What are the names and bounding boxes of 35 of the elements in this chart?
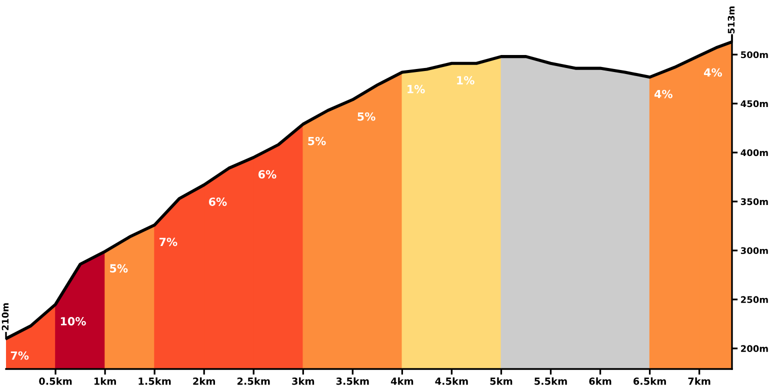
x-tick-label: 5.5km: [534, 377, 567, 385]
y-tick-label: 450m: [740, 100, 768, 108]
x-tick-label: 1km: [94, 377, 116, 385]
y-tick-label: 350m: [740, 198, 768, 206]
x-tick-label: 6km: [589, 377, 612, 385]
x-tick-label: 4km: [390, 377, 414, 385]
x-tick-label: 6.5km: [633, 377, 666, 385]
x-tick-label: 2.5km: [237, 377, 270, 385]
x-tick-label: 7km: [688, 377, 710, 385]
y-tick-label: 250m: [741, 296, 768, 304]
series-label: 1%: [457, 76, 474, 85]
x-tick-label: 0.5km: [39, 377, 72, 385]
y-tick-label: 200m: [741, 345, 768, 352]
series-label: 1%: [408, 84, 425, 94]
series-label: 5%: [110, 264, 128, 273]
series-label: 6%: [208, 198, 227, 206]
series-label: 4%: [704, 68, 722, 77]
x-tick-label: 3km: [292, 377, 314, 385]
annotation: 210m: [2, 303, 9, 330]
series-label: 5%: [308, 136, 326, 146]
y-tick-label: 400m: [740, 149, 768, 156]
x-tick-label: 5km: [490, 377, 512, 385]
x-tick-label: 4.5km: [435, 377, 468, 385]
x-tick-label: 3.5km: [336, 377, 369, 385]
x-tick-label: 1.5km: [138, 377, 171, 385]
y-tick-label: 300m: [740, 247, 768, 254]
series-label: 10%: [60, 317, 86, 326]
series-label: 7%: [159, 238, 178, 246]
x-tick-label: 2km: [193, 377, 215, 385]
series-label: 5%: [358, 112, 376, 121]
series-label: 7%: [10, 351, 29, 360]
y-tick-label: 500m: [741, 51, 768, 58]
series-label: 6%: [258, 170, 276, 179]
annotation: 513m: [728, 6, 735, 34]
series-label: 4%: [654, 90, 672, 98]
